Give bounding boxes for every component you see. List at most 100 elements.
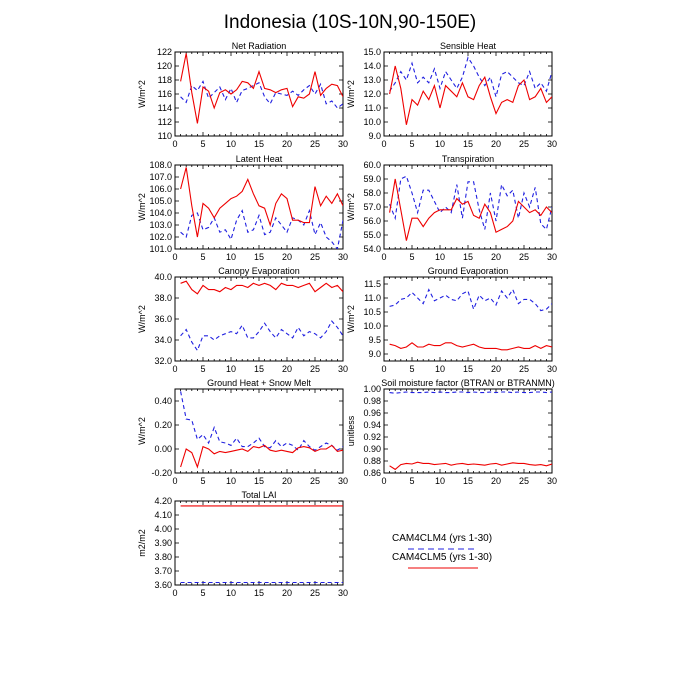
x-tick-label: 20: [491, 364, 501, 374]
x-tick-label: 0: [172, 364, 177, 374]
x-tick-label: 10: [226, 476, 236, 486]
y-tick-label: 59.0: [363, 174, 381, 184]
y-tick-label: 32.0: [154, 356, 172, 366]
x-tick-label: 25: [310, 588, 320, 598]
y-tick-label: 106.0: [149, 184, 172, 194]
panel-title: Soil moisture factor (BTRAN or BTRANMN): [381, 378, 555, 388]
y-tick-label: 9.5: [368, 335, 381, 345]
y-tick-label: 36.0: [154, 314, 172, 324]
x-tick-label: 15: [254, 476, 264, 486]
x-tick-label: 30: [547, 139, 557, 149]
series-line-clm5: [389, 65, 552, 125]
y-tick-label: 103.0: [149, 220, 172, 230]
y-tick-label: 3.80: [154, 552, 172, 562]
x-tick-label: 30: [547, 476, 557, 486]
x-tick-label: 15: [254, 588, 264, 598]
y-tick-label: 11.0: [364, 293, 381, 303]
panel-ground-evaporation: Ground Evaporation W/m^2 0 5 10 15 20 25 30 9.0 9.…: [346, 266, 557, 374]
series-line-clm4: [389, 175, 552, 231]
y-axis-label: W/m^2: [346, 305, 356, 333]
y-tick-label: 11.5: [364, 279, 381, 289]
series-line-clm4: [180, 320, 343, 352]
series-line-clm4: [180, 391, 343, 452]
x-tick-label: 10: [435, 476, 445, 486]
plot-frame: [383, 388, 553, 474]
panel-ground-heat-snow-melt: Ground Heat + Snow Melt W/m^2 0 5 10 15 20 25 30…: [137, 378, 348, 486]
y-tick-label: 38.0: [154, 293, 172, 303]
y-tick-label: 11.0: [364, 103, 381, 113]
x-tick-label: 20: [282, 476, 292, 486]
x-tick-label: 15: [254, 252, 264, 262]
x-tick-label: 0: [381, 252, 386, 262]
y-tick-label: 112: [158, 117, 172, 127]
x-tick-label: 20: [491, 252, 501, 262]
y-tick-label: 10.5: [363, 307, 381, 317]
y-tick-label: 14.0: [363, 61, 381, 71]
y-tick-label: 0.20: [154, 420, 172, 430]
y-tick-label: 0.86: [363, 468, 381, 478]
y-tick-label: 122: [157, 47, 172, 57]
x-tick-label: 5: [409, 476, 414, 486]
x-tick-label: 10: [435, 252, 445, 262]
x-tick-label: 30: [547, 364, 557, 374]
x-tick-label: 15: [463, 139, 473, 149]
panel-title: Ground Heat + Snow Melt: [207, 378, 311, 388]
x-tick-label: 15: [463, 252, 473, 262]
y-axis-label: W/m^2: [137, 193, 147, 221]
x-tick-label: 5: [200, 588, 205, 598]
plot-frame: [383, 51, 553, 137]
x-tick-label: 30: [338, 252, 348, 262]
y-tick-label: 15.0: [363, 47, 381, 57]
x-tick-label: 10: [226, 139, 236, 149]
x-tick-label: 25: [519, 139, 529, 149]
y-tick-label: 9.0: [368, 131, 381, 141]
y-tick-label: 34.0: [154, 335, 172, 345]
y-tick-label: 105.0: [149, 196, 172, 206]
x-tick-label: 20: [282, 588, 292, 598]
y-tick-label: 116: [158, 89, 172, 99]
y-tick-label: 104.0: [149, 208, 172, 218]
x-tick-label: 0: [381, 476, 386, 486]
figure-title: Indonesia (10S-10N,90-150E): [223, 12, 477, 33]
legend: CAM4CLM4 (yrs 1-30) CAM4CLM5 (yrs 1-30): [392, 533, 492, 569]
x-tick-label: 20: [282, 364, 292, 374]
x-tick-label: 0: [172, 252, 177, 262]
y-tick-label: 114: [158, 103, 172, 113]
x-tick-label: 0: [172, 476, 177, 486]
panel-title: Transpiration: [442, 154, 494, 164]
y-tick-label: 0.90: [363, 444, 381, 454]
y-tick-label: 3.70: [154, 566, 172, 576]
y-tick-label: 4.00: [154, 524, 172, 534]
x-tick-label: 15: [463, 364, 473, 374]
panel-transpiration: Transpiration W/m^2 0 5 10 15 20 25 30 54.0 55.0 56…: [346, 154, 557, 262]
plot-frame: [174, 388, 344, 474]
y-tick-label: 60.0: [363, 160, 381, 170]
plot-frame: [174, 500, 344, 586]
y-tick-label: 40.0: [154, 272, 172, 282]
y-tick-label: 10.0: [363, 321, 381, 331]
x-tick-label: 0: [381, 139, 386, 149]
y-tick-label: 0.94: [363, 420, 381, 430]
panel-total-lai: Total LAI m2/m2 0 5 10 15 20 25 30 3.60 3.70 3.80 3.…: [137, 490, 348, 598]
series-line-clm5: [389, 342, 552, 351]
series-line-clm4: [389, 391, 552, 394]
panel-title: Sensible Heat: [440, 41, 497, 51]
y-tick-label: 120: [157, 61, 172, 71]
panel-title: Ground Evaporation: [428, 266, 509, 276]
y-tick-label: 1.00: [363, 384, 381, 394]
panel-title: Latent Heat: [236, 154, 283, 164]
series-line-clm5: [389, 461, 552, 471]
x-tick-label: 5: [200, 364, 205, 374]
x-tick-label: 15: [463, 476, 473, 486]
x-tick-label: 5: [409, 252, 414, 262]
x-tick-label: 10: [226, 364, 236, 374]
panel-title: Canopy Evaporation: [218, 266, 300, 276]
y-tick-label: 0.88: [363, 456, 381, 466]
y-tick-label: 4.10: [154, 510, 172, 520]
y-tick-label: 55.0: [363, 230, 381, 240]
x-tick-label: 5: [200, 139, 205, 149]
x-tick-label: 0: [381, 364, 386, 374]
x-tick-label: 10: [435, 364, 445, 374]
series-line-clm4: [389, 288, 552, 312]
